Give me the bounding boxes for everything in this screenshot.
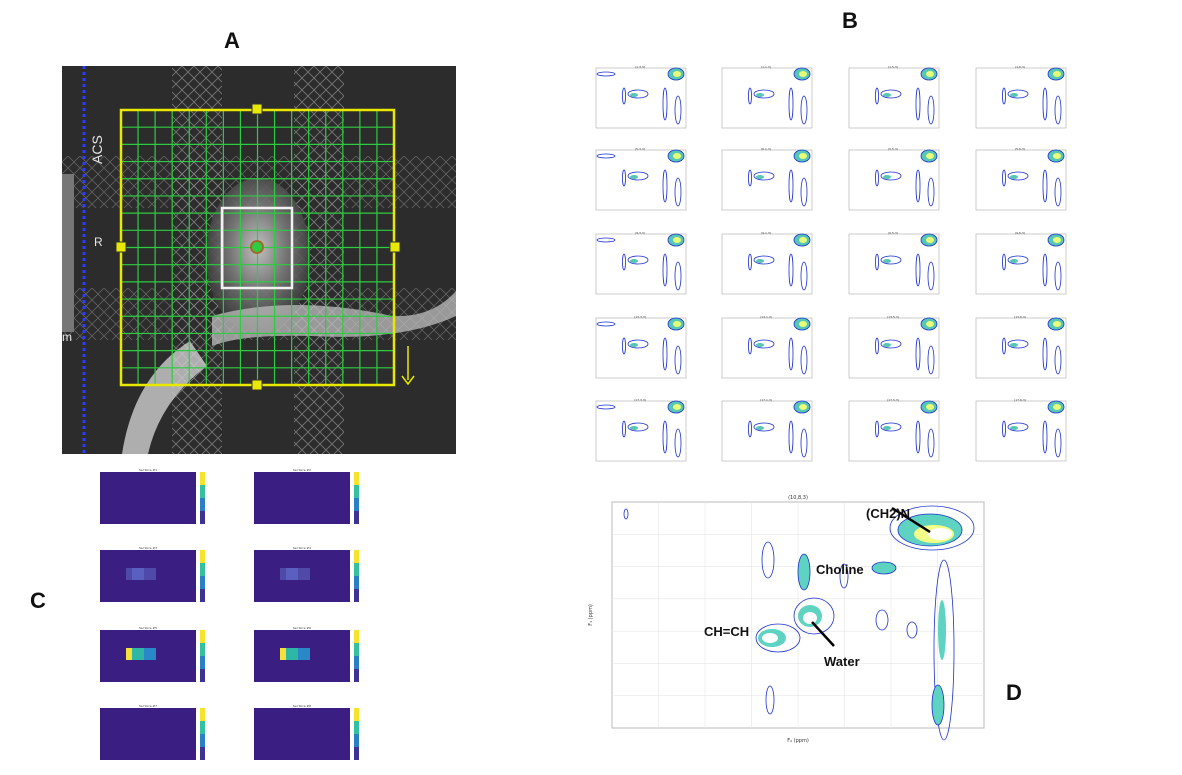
r-label: R [94, 235, 103, 249]
spectrum-tile-title: (13,5,3) [887, 315, 899, 319]
spectrum-tile-title: (5,3,3) [635, 147, 645, 151]
spectrum-tile-title: (1,3,3) [635, 65, 645, 69]
spectrum-tile: (13,6,3) [975, 315, 1067, 379]
spectrum-tile-title: (5,5,3) [888, 147, 898, 151]
slice-heatmap: Sel Slice #3 [100, 546, 205, 602]
resize-handle[interactable] [251, 379, 263, 391]
mri-localizer-image: ACS R m [62, 66, 456, 454]
slice-heatmap: Sel Slice #8 [254, 704, 359, 760]
spectrum-tile-title: (5,6,3) [1015, 147, 1025, 151]
water-pointer [811, 621, 835, 647]
scale-ruler [62, 174, 74, 332]
spectrum-title: (10,8,3) [788, 495, 808, 501]
spectrum-tile: (17,6,3) [975, 398, 1067, 462]
water-annotation: Water [824, 654, 860, 669]
slice-heatmap-title: Sel Slice #5 [139, 626, 157, 630]
spectrum-tile: (9,1,3) [721, 231, 813, 295]
spectrum-tile: (17,5,3) [848, 398, 940, 462]
slice-heatmap-title: Sel Slice #2 [293, 468, 311, 472]
chch-annotation: CH=CH [704, 624, 749, 639]
voxel-grid [121, 110, 394, 385]
spectrum-tile: (17,1,3) [721, 398, 813, 462]
spectrum-tile: (9,5,3) [848, 231, 940, 295]
spectrum-tile: (13,5,3) [848, 315, 940, 379]
spectrum-tile-title: (13,1,3) [760, 315, 772, 319]
slice-heatmap: Sel Slice #4 [254, 546, 359, 602]
ch2n-annotation: (CH2)N [866, 506, 910, 521]
spectrum-tile: (13,1,3) [721, 315, 813, 379]
resize-handle[interactable] [389, 241, 401, 253]
panel-label-b: B [842, 8, 858, 33]
acs-label: ACS [89, 135, 105, 164]
spectrum-tile: (5,6,3) [975, 147, 1067, 211]
spectrum-tile-title: (13,6,3) [1014, 315, 1026, 319]
ch2n-pointer [891, 506, 931, 534]
center-marker [250, 240, 264, 254]
panel-label-a: A [224, 28, 240, 53]
x-axis-label: F₂ (ppm) [787, 738, 809, 744]
spectrum-tile-title: (13,3,3) [634, 315, 646, 319]
spectrum-tile: (9,3,3) [595, 231, 687, 295]
spectrum-tile-title: (9,6,3) [1015, 231, 1025, 235]
panel-label-c: C [30, 588, 46, 613]
slice-heatmap: Sel Slice #2 [254, 468, 359, 524]
spectrum-tile-title: (17,1,3) [760, 398, 772, 402]
slice-heatmap: Sel Slice #7 [100, 704, 205, 760]
spectrum-tile: (6,1,3) [721, 147, 813, 211]
spectrum-tile-title: (9,5,3) [888, 231, 898, 235]
m-label: m [62, 330, 72, 344]
spectrum-tile: (1,3,3) [595, 65, 687, 129]
spectrum-tile: (1,6,3) [975, 65, 1067, 129]
y-axis-label: F₁ (ppm) [588, 604, 594, 626]
spectrum-tile-title: (6,1,3) [761, 147, 771, 151]
spectrum-tile-title: (9,1,3) [761, 231, 771, 235]
slice-heatmap-title: Sel Slice #6 [293, 626, 311, 630]
slice-heatmap-title: Sel Slice #1 [139, 468, 157, 472]
spectrum-tile: (1,1,3) [721, 65, 813, 129]
voxel-roi [220, 206, 294, 290]
resize-handle[interactable] [251, 103, 263, 115]
slice-heatmap: Sel Slice #6 [254, 626, 359, 682]
large-spectrum: (10,8,3) F₂ (ppm) F₁ (ppm) (CH2)N Cholin… [588, 495, 985, 744]
slice-heatmap-title: Sel Slice #3 [139, 546, 157, 550]
spectrum-tile: (9,6,3) [975, 231, 1067, 295]
panel-label-d: D [1006, 680, 1022, 705]
slice-heatmap-title: Sel Slice #7 [139, 704, 157, 708]
slice-heatmap-title: Sel Slice #8 [293, 704, 311, 708]
spectrum-tile-title: (1,6,3) [1015, 65, 1025, 69]
spectrum-tile-title: (9,3,3) [635, 231, 645, 235]
spectrum-tile-title: (17,3,3) [634, 398, 646, 402]
slice-heatmap: Sel Slice #1 [100, 468, 205, 524]
spectrum-tile-title: (1,1,3) [761, 65, 771, 69]
spectrum-tile-title: (17,5,3) [887, 398, 899, 402]
slice-heatmap-title: Sel Slice #4 [293, 546, 311, 550]
spectrum-tile: (5,5,3) [848, 147, 940, 211]
spectrum-tile-title: (1,5,3) [888, 65, 898, 69]
choline-annotation: Choline [816, 562, 864, 577]
spectrum-tile: (13,3,3) [595, 315, 687, 379]
spectrum-tile: (5,3,3) [595, 147, 687, 211]
slice-heatmap: Sel Slice #5 [100, 626, 205, 682]
spectrum-tile: (1,5,3) [848, 65, 940, 129]
spectrum-tile: (17,3,3) [595, 398, 687, 462]
resize-handle[interactable] [115, 241, 127, 253]
spectrum-tile-title: (17,6,3) [1014, 398, 1026, 402]
